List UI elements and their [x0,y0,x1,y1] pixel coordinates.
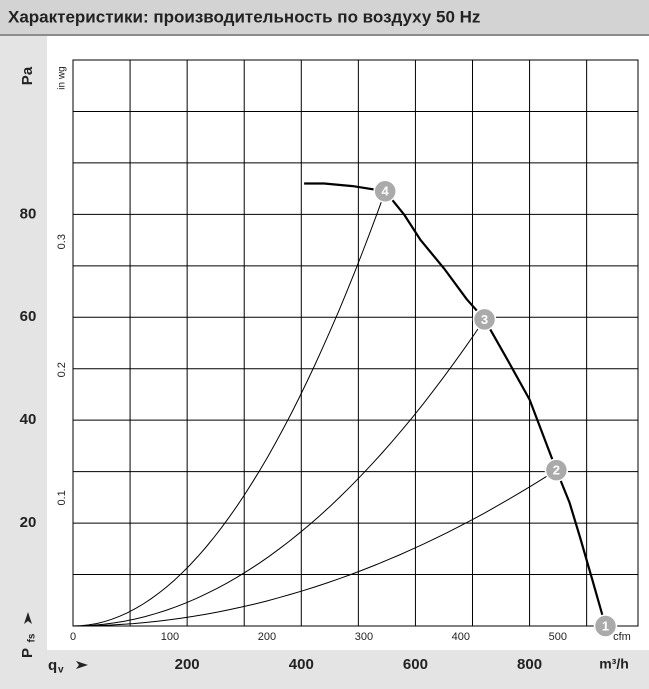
y2-tick-label: 0.2 [56,362,68,377]
y-tick-label: 20 [20,514,37,531]
plot-area [72,59,639,627]
y-symbol: P [19,648,36,658]
operating-point [472,307,497,332]
x-axis-label: m³/h [599,656,629,672]
x-tick-label: 800 [517,656,542,673]
operating-point-label: 3 [481,312,488,327]
system-curve [72,191,386,627]
operating-point [593,614,618,638]
left-band [0,36,47,689]
y2-tick-label: 0.3 [56,234,68,249]
title-bar [0,0,649,34]
y-symbol-sub: fs [27,633,38,642]
y-tick-label: 60 [20,308,37,325]
arrow [24,612,32,624]
x2-axis-label: cfm [613,631,631,643]
chart-title: Характеристики: производительность по во… [8,7,480,26]
x-tick-label: 400 [289,656,314,673]
x-symbol: q [48,657,57,674]
bottom-band [0,650,649,689]
x2-tick-label: 500 [549,631,567,643]
x2-tick-label: 200 [258,631,276,643]
y-tick-label: 80 [20,205,37,222]
operating-point [544,458,569,482]
system-curve [72,469,557,627]
x2-tick-label: 0 [70,631,76,643]
x-tick-label: 600 [403,656,428,673]
system-curve [72,319,485,627]
x-tick-label: 200 [175,656,200,673]
x-symbol-sub: v [58,665,64,676]
operating-point [373,179,397,203]
operating-point-label: 1 [602,618,609,633]
y-tick-label: 40 [20,411,37,428]
arrow [76,661,88,669]
operating-point-label: 4 [382,184,390,199]
y2-tick-label: 0.1 [56,490,68,505]
x2-tick-label: 400 [452,631,470,643]
x2-tick-label: 100 [161,631,179,643]
y2-axis-label: in wg [57,66,68,89]
y-axis-label: Pa [19,66,36,85]
x2-tick-label: 300 [355,631,373,643]
operating-point-label: 2 [553,463,560,478]
fan-curve [304,182,607,627]
title-rule [0,34,649,36]
